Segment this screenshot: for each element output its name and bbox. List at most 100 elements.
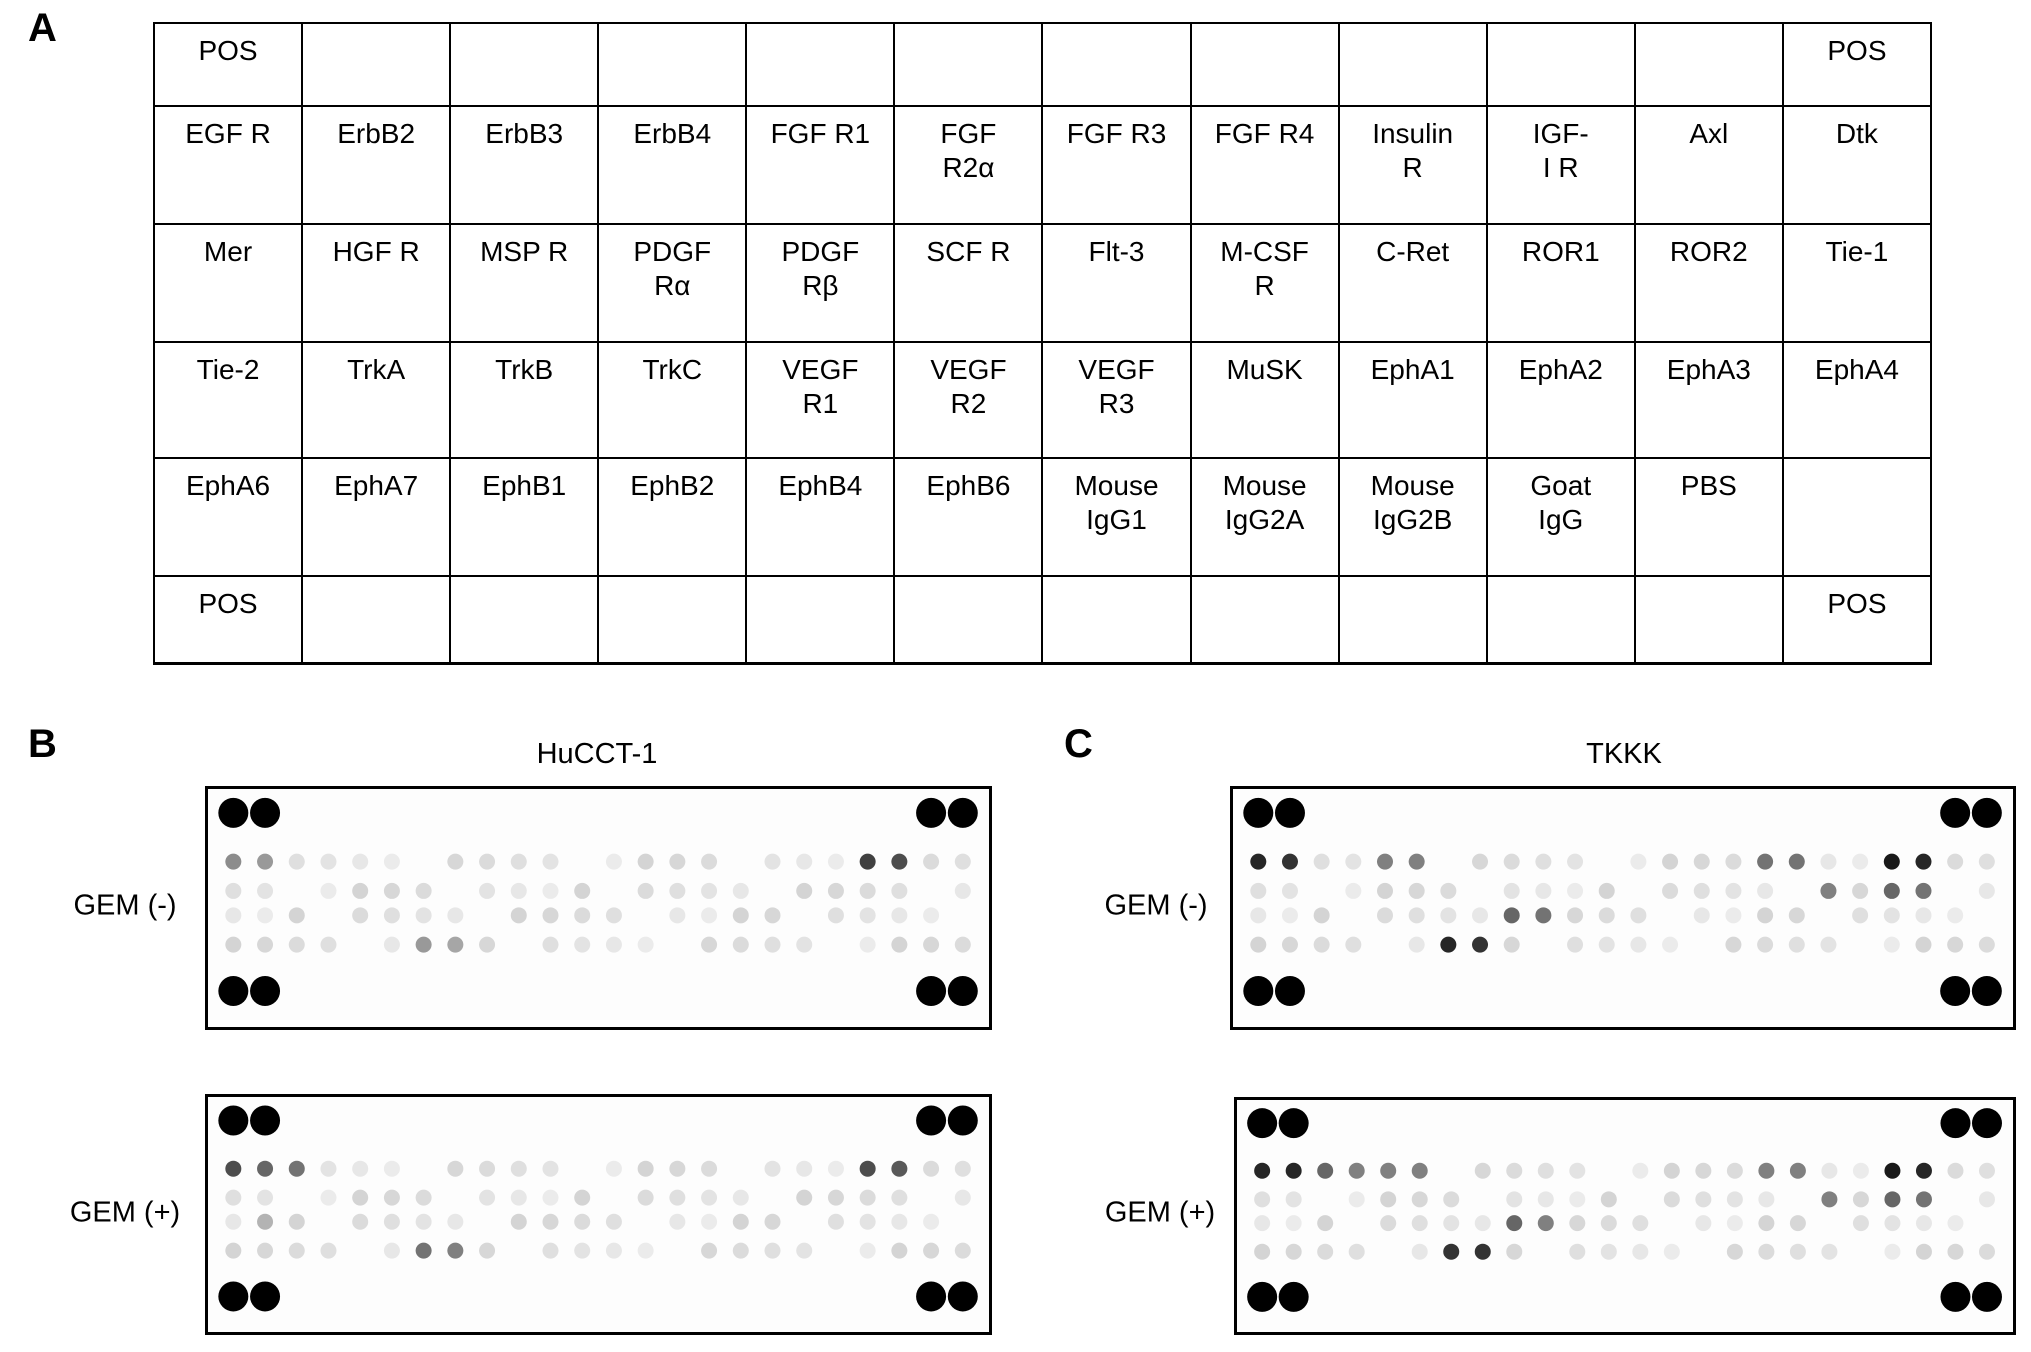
blot-spot xyxy=(669,907,686,924)
blot-spot xyxy=(1313,853,1330,870)
blot-spot xyxy=(1940,975,1971,1006)
blot-spot xyxy=(827,1189,844,1206)
blot-spot xyxy=(447,936,464,953)
blot-spot xyxy=(1663,1162,1680,1179)
blot-spot xyxy=(1506,1243,1523,1260)
blot-spot xyxy=(1693,907,1710,924)
blot-spot xyxy=(542,936,559,953)
blot-spot xyxy=(415,936,432,953)
table-cell: M-CSF R xyxy=(1189,223,1340,343)
table-cell: EphA2 xyxy=(1485,341,1636,459)
blot-spot xyxy=(574,1213,591,1230)
blot-spot xyxy=(257,882,274,899)
blot-spot xyxy=(701,907,718,924)
table-cell: TrkB xyxy=(449,341,600,459)
blot-spot xyxy=(1947,1162,1964,1179)
blot-spot xyxy=(1758,1162,1775,1179)
blot-spot xyxy=(1569,1215,1586,1232)
blot-spot xyxy=(1254,1191,1271,1208)
blot-spot xyxy=(1978,936,1995,953)
blot-spot xyxy=(1506,1162,1523,1179)
blot-spot xyxy=(352,1189,369,1206)
table-cell: ErbB4 xyxy=(597,105,748,225)
blot-spot xyxy=(288,1160,305,1177)
table-cell xyxy=(301,22,452,107)
blot-spot xyxy=(1567,853,1584,870)
blot-spot xyxy=(796,1242,813,1259)
blot-spot xyxy=(923,1242,940,1259)
blot-spot xyxy=(732,1242,749,1259)
blot-spot xyxy=(510,907,527,924)
blot-spot xyxy=(383,1189,400,1206)
table-row: POS POS xyxy=(152,575,1933,665)
blot-spot xyxy=(1443,1215,1460,1232)
blot-spot xyxy=(1408,936,1425,953)
row-label: GEM (+) xyxy=(1104,1196,1216,1229)
table-cell xyxy=(301,575,452,665)
blot-spot xyxy=(383,936,400,953)
blot-spot xyxy=(479,1189,496,1206)
blot-spot xyxy=(1380,1215,1397,1232)
blot-spot xyxy=(1317,1215,1334,1232)
table-cell: PBS xyxy=(1633,457,1784,577)
blot-spot xyxy=(1726,1215,1743,1232)
blot-spot xyxy=(1788,907,1805,924)
blot-spot xyxy=(320,936,337,953)
blot-spot xyxy=(1630,853,1647,870)
blot-spot xyxy=(605,1242,622,1259)
blot-spot xyxy=(574,882,591,899)
blot-spot xyxy=(352,1160,369,1177)
blot-spot xyxy=(859,1242,876,1259)
blot-spot xyxy=(1281,882,1298,899)
blot-spot xyxy=(1940,1281,1971,1312)
blot-spot xyxy=(916,1105,947,1136)
blot-spot xyxy=(383,1213,400,1230)
blot-spot xyxy=(1725,882,1742,899)
blot-spot xyxy=(1820,936,1837,953)
blot-spot xyxy=(1632,1243,1649,1260)
blot-spot xyxy=(1947,1243,1964,1260)
blot-spot xyxy=(1567,882,1584,899)
blot-spot xyxy=(1474,1162,1491,1179)
blot-spot xyxy=(1440,907,1457,924)
blot-spot xyxy=(669,1189,686,1206)
table-cell: Insulin R xyxy=(1337,105,1488,225)
blot-spot xyxy=(1662,882,1679,899)
table-cell: FGF R1 xyxy=(745,105,896,225)
blot-spot xyxy=(764,907,781,924)
blot-spot xyxy=(225,1242,242,1259)
blot-spot xyxy=(827,882,844,899)
blot-spot xyxy=(257,853,274,870)
blot-image xyxy=(205,1094,992,1335)
blot-spot xyxy=(288,853,305,870)
table-cell: PDGF Rβ xyxy=(745,223,896,343)
blot-spot xyxy=(1600,1191,1617,1208)
blot-spot xyxy=(1472,936,1489,953)
blot-spot xyxy=(510,1189,527,1206)
blot-spot xyxy=(1757,907,1774,924)
blot-spot xyxy=(1695,1191,1712,1208)
blot-spot xyxy=(479,1242,496,1259)
blot-spot xyxy=(1940,1108,1971,1139)
blot-spot xyxy=(510,882,527,899)
blot-spot xyxy=(637,882,654,899)
blot-spot xyxy=(1285,1215,1302,1232)
blot-spot xyxy=(1247,1281,1278,1312)
blot-spot xyxy=(574,1189,591,1206)
blot-spot xyxy=(1883,853,1900,870)
blot-spot xyxy=(574,936,591,953)
table-cell: POS xyxy=(152,22,304,107)
blot-spot xyxy=(1726,1243,1743,1260)
blot-spot xyxy=(218,797,249,828)
blot-spot xyxy=(288,936,305,953)
table-cell: Mer xyxy=(152,223,304,343)
blot-spot xyxy=(954,936,971,953)
table-cell: FGF R2α xyxy=(893,105,1044,225)
blot-spot xyxy=(218,1281,249,1312)
blot-spot xyxy=(415,882,432,899)
blot-spot xyxy=(225,936,242,953)
blot-spot xyxy=(225,882,242,899)
blot-spot xyxy=(1978,853,1995,870)
blot-spot xyxy=(510,1213,527,1230)
blot-spot xyxy=(891,853,908,870)
